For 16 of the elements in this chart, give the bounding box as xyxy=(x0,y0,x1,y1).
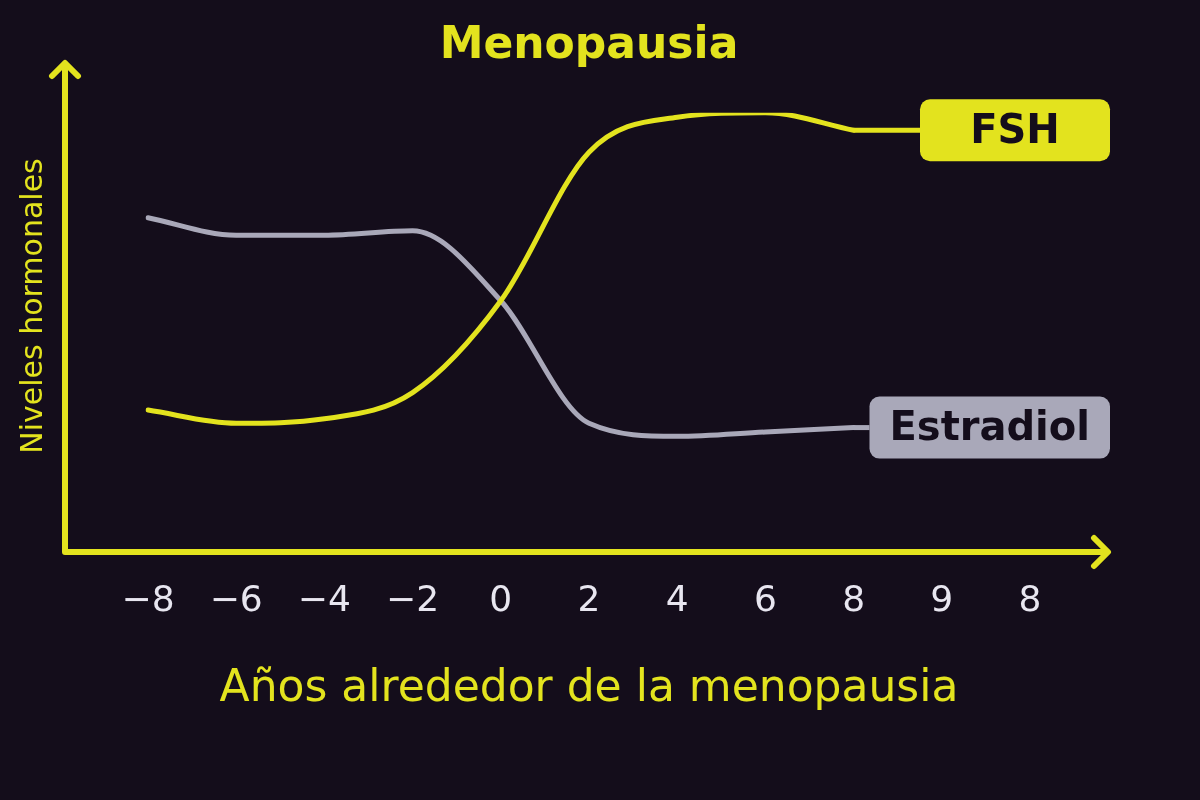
x-tick-label: 8 xyxy=(1018,577,1042,619)
x-tick-label: 4 xyxy=(665,577,689,619)
chart-title: Menopausia xyxy=(439,16,739,68)
x-tick-label: 2 xyxy=(577,577,601,619)
x-tick-label: 8 xyxy=(842,577,866,619)
x-tick-label: −6 xyxy=(209,577,263,619)
x-tick-label: 0 xyxy=(489,577,513,619)
x-tick-label: 6 xyxy=(753,577,777,619)
legend-label: FSH xyxy=(970,105,1060,152)
x-tick-label: −4 xyxy=(297,577,351,619)
x-tick-label: 9 xyxy=(930,577,954,619)
x-tick-label: −8 xyxy=(121,577,175,619)
y-axis-title: Niveles hormonales xyxy=(13,158,49,454)
legend-label: Estradiol xyxy=(889,402,1090,449)
x-axis-title: Años alrededor de la menopausia xyxy=(219,660,959,712)
x-tick-label: −2 xyxy=(386,577,440,619)
